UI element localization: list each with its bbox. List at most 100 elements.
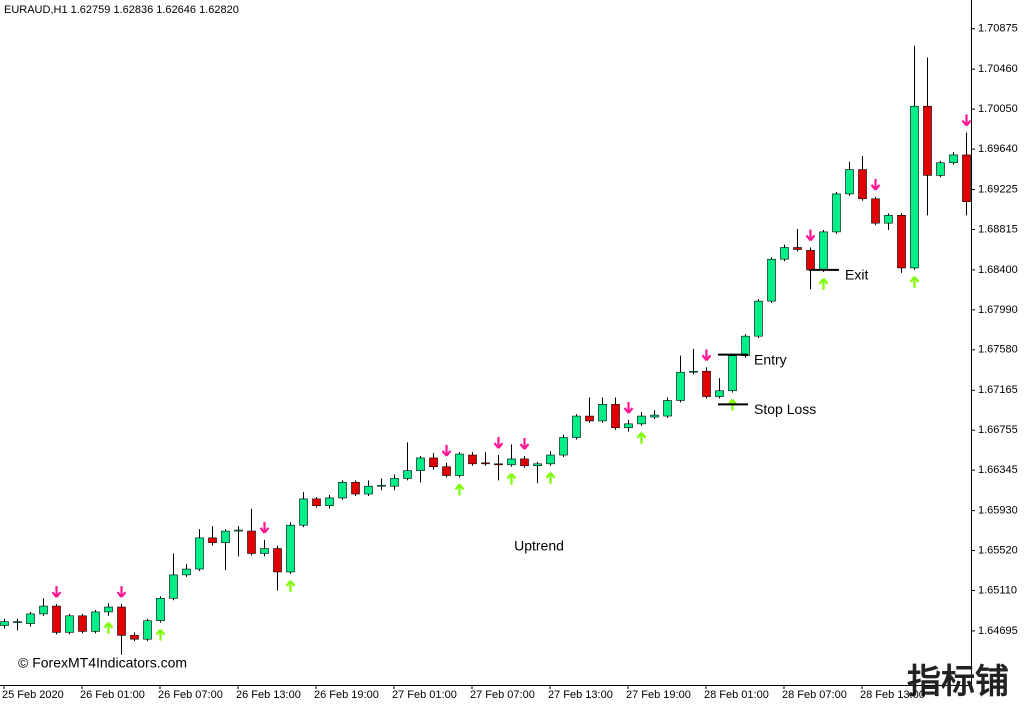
y-tick-label: 1.67165 [978, 384, 1018, 396]
buy-arrow [545, 472, 556, 484]
candle-body [286, 524, 295, 573]
candle-body [234, 529, 243, 532]
candle-body [169, 574, 178, 599]
x-tick-label: 28 Feb 13:00 [860, 689, 925, 701]
x-tick-label: 25 Feb 2020 [2, 689, 64, 701]
candle-body [806, 250, 815, 271]
candle-body [117, 606, 126, 636]
buy-arrow [155, 628, 166, 641]
candle-body [195, 537, 204, 570]
candle-body [520, 458, 529, 467]
candle-body [52, 605, 61, 633]
x-tick-label: 26 Feb 07:00 [158, 689, 223, 701]
candle-body [559, 437, 568, 456]
candle-body [546, 454, 555, 465]
candle-body [624, 423, 633, 429]
credit: © ForexMT4Indicators.com [18, 655, 187, 671]
candle-body [455, 453, 464, 476]
y-tick-label: 1.70460 [978, 63, 1018, 75]
y-tick-label: 1.68400 [978, 264, 1018, 276]
candle-body [429, 457, 438, 468]
candle-body [260, 548, 269, 554]
candle-body [871, 198, 880, 224]
candle-body [390, 478, 399, 487]
buy-arrow [285, 580, 296, 592]
x-tick-label: 26 Feb 19:00 [314, 689, 379, 701]
y-tick-label: 1.66345 [978, 464, 1018, 476]
buy-arrow [506, 473, 517, 485]
candle-body [793, 247, 802, 250]
x-tick-label: 27 Feb 01:00 [392, 689, 457, 701]
level-label: Entry [754, 351, 787, 367]
y-tick-label: 1.69640 [978, 143, 1018, 155]
y-tick-label: 1.70875 [978, 23, 1018, 35]
candle-body [78, 615, 87, 632]
candle-body [39, 605, 48, 615]
buy-arrow [103, 622, 114, 634]
y-tick-label: 1.65930 [978, 504, 1018, 516]
candle-body [468, 454, 477, 465]
candle-body [663, 400, 672, 417]
sell-arrow [51, 586, 62, 598]
candle-body [507, 458, 516, 466]
buy-arrow [818, 278, 829, 290]
candle-body [325, 497, 334, 507]
candle-body [754, 300, 763, 337]
candle-body [585, 415, 594, 422]
sell-arrow [259, 521, 270, 534]
candle-body [65, 615, 74, 633]
sell-arrow [116, 586, 127, 598]
candle-body [299, 498, 308, 526]
candle-body [715, 390, 724, 397]
annotation: Uptrend [514, 538, 564, 554]
candle-body [442, 466, 451, 476]
candle-body [650, 414, 659, 418]
buy-arrow [909, 276, 920, 288]
candle-body [130, 635, 139, 640]
x-tick-label: 26 Feb 01:00 [80, 689, 145, 701]
candle-body [416, 457, 425, 471]
candle-body [858, 169, 867, 200]
candle-body [819, 231, 828, 271]
sell-arrow [441, 444, 452, 457]
candle-body [702, 370, 711, 397]
candle-body [884, 215, 893, 224]
candle-body [689, 370, 698, 373]
candle-body [0, 621, 9, 626]
candle-body [637, 415, 646, 425]
candle-body [845, 169, 854, 195]
watermark: 指标铺 [907, 663, 1009, 701]
sell-arrow [870, 178, 881, 191]
candle-body [923, 105, 932, 176]
candle-body [780, 247, 789, 260]
sell-arrow [519, 438, 530, 450]
candle-body [949, 154, 958, 164]
candle-body [156, 597, 165, 621]
candle-body [364, 485, 373, 495]
sell-arrow [701, 349, 712, 362]
x-tick-label: 28 Feb 01:00 [704, 689, 769, 701]
x-tick-label: 27 Feb 13:00 [548, 689, 613, 701]
candle-body [182, 568, 191, 576]
candle-body [143, 620, 152, 640]
candle-body [572, 415, 581, 438]
y-tick-label: 1.67580 [978, 344, 1018, 356]
sell-arrow [623, 401, 634, 414]
x-tick-label: 27 Feb 19:00 [626, 689, 691, 701]
candle-body [676, 371, 685, 401]
candle-body [312, 498, 321, 507]
chart-title: EURAUD,H1 1.62759 1.62836 1.62646 1.6282… [4, 4, 239, 16]
sell-arrow [961, 114, 972, 127]
x-tick-label: 26 Feb 13:00 [236, 689, 301, 701]
candle-body [910, 105, 919, 269]
candle-body [351, 482, 360, 495]
candle-body [598, 404, 607, 422]
y-tick-label: 1.66755 [978, 424, 1018, 436]
candle-body [377, 484, 386, 487]
candle-body [897, 215, 906, 269]
candle-body [26, 613, 35, 624]
y-tick-label: 1.65110 [978, 584, 1017, 596]
candle-body [403, 470, 412, 479]
